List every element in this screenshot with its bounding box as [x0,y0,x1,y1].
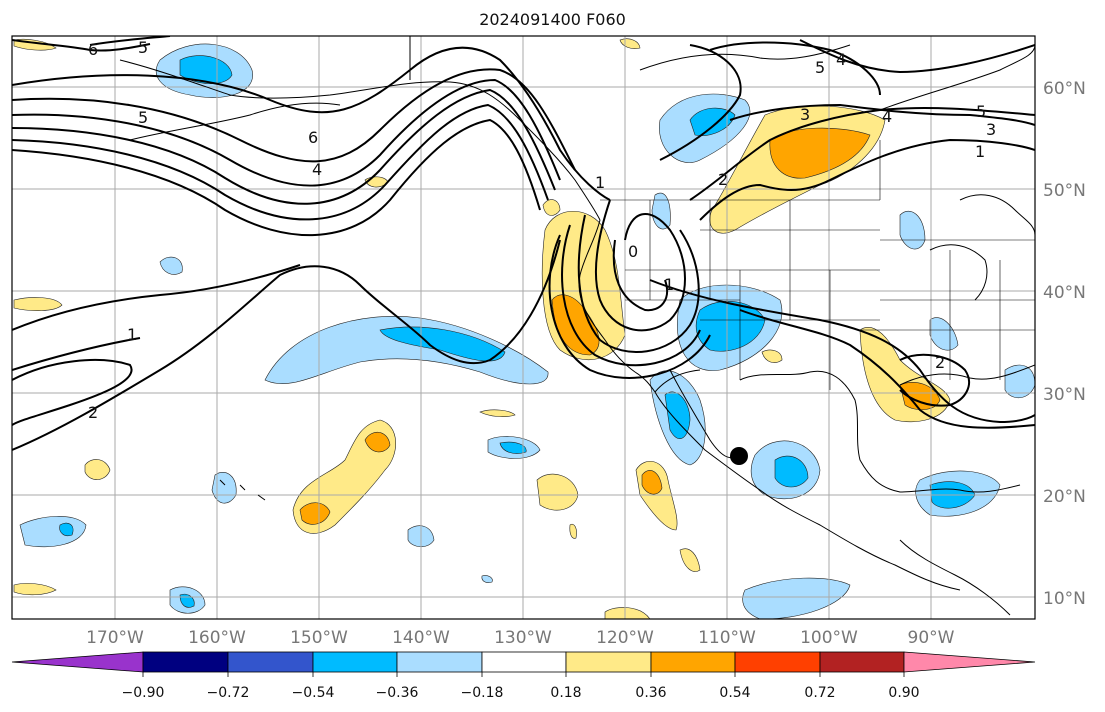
lat-label: 20°N [1043,487,1086,507]
lon-label: 150°W [290,628,348,648]
contour-label: 2 [718,170,728,189]
contour-label: 3 [986,120,996,139]
contour-label: 4 [836,50,846,69]
lat-label: 50°N [1043,181,1086,201]
lon-label: 100°W [800,628,858,648]
colorbar-segment [565,651,652,673]
lon-label: 120°W [596,628,654,648]
contour-label: 4 [882,107,892,126]
colorbar-tick-label: −0.72 [207,685,250,701]
colorbar-tick-label: −0.54 [292,685,335,701]
contour-label: 6 [88,40,98,59]
colorbar-tick-label: 0.18 [550,685,581,701]
contour-label: 1 [664,275,674,294]
contour-label: 1 [595,173,605,192]
lon-label: 90°W [908,628,955,648]
graticule [12,36,1035,619]
colorbar-segment [312,651,398,673]
lat-label: 10°N [1043,589,1086,609]
longitude-labels: 170°W 160°W 150°W 140°W 130°W 120°W 110°… [86,628,955,648]
colorbar-segment [227,651,314,673]
political-borders [600,140,1035,390]
contour-label: 2 [935,353,945,372]
map-panel: 5 6 5 4 5 6 4 1 0 1 2 3 4 5 3 1 2 1 2 [12,36,1035,619]
colorbar [11,651,1036,677]
contour-label: 5 [976,102,986,121]
contour-label: 2 [88,403,98,422]
contour-labels: 5 6 5 4 5 6 4 1 0 1 2 3 4 5 3 1 2 1 2 [88,38,996,422]
colorbar-segment [819,651,905,673]
colorbar-tick-label: −0.36 [376,685,419,701]
contour-label: 5 [138,108,148,127]
colorbar-segment [396,651,483,673]
map-frame [11,35,1036,620]
colorbar-tick-label: −0.18 [461,685,504,701]
colorbar-segment [734,651,821,673]
lat-label: 30°N [1043,385,1086,405]
lon-label: 130°W [494,628,552,648]
lat-label: 60°N [1043,79,1086,99]
lon-label: 170°W [86,628,144,648]
colorbar-segment [903,651,1036,673]
lon-label: 160°W [188,628,246,648]
colorbar-tick-label: 0.54 [719,685,750,701]
lon-label: 110°W [698,628,756,648]
colorbar-tick-label: 0.36 [635,685,666,701]
contour-label: 4 [312,160,322,179]
contour-label: 1 [127,325,137,344]
anomaly-shading [13,38,1035,619]
colorbar-segment [650,651,736,673]
colorbar-labels: −0.90 −0.72 −0.54 −0.36 −0.18 0.18 0.36 … [122,685,920,701]
colorbar-segment [481,651,567,673]
latitude-labels: 60°N 50°N 40°N 30°N 20°N 10°N [1043,79,1086,609]
contour-label: 5 [815,58,825,77]
colorbar-segment [142,651,229,673]
colorbar-tick-label: −0.90 [122,685,165,701]
colorbar-tick-label: 0.90 [888,685,919,701]
lat-label: 40°N [1043,283,1086,303]
location-marker [730,447,748,465]
contour-label: 6 [308,128,318,147]
map-title: 2024091400 F060 [479,10,626,29]
colorbar-tick-label: 0.72 [804,685,835,701]
contour-label: 1 [975,142,985,161]
lon-label: 140°W [392,628,450,648]
contour-label: 0 [628,242,638,261]
colorbar-segment [11,651,144,673]
contour-label: 3 [800,105,810,124]
contour-label: 5 [138,38,148,57]
